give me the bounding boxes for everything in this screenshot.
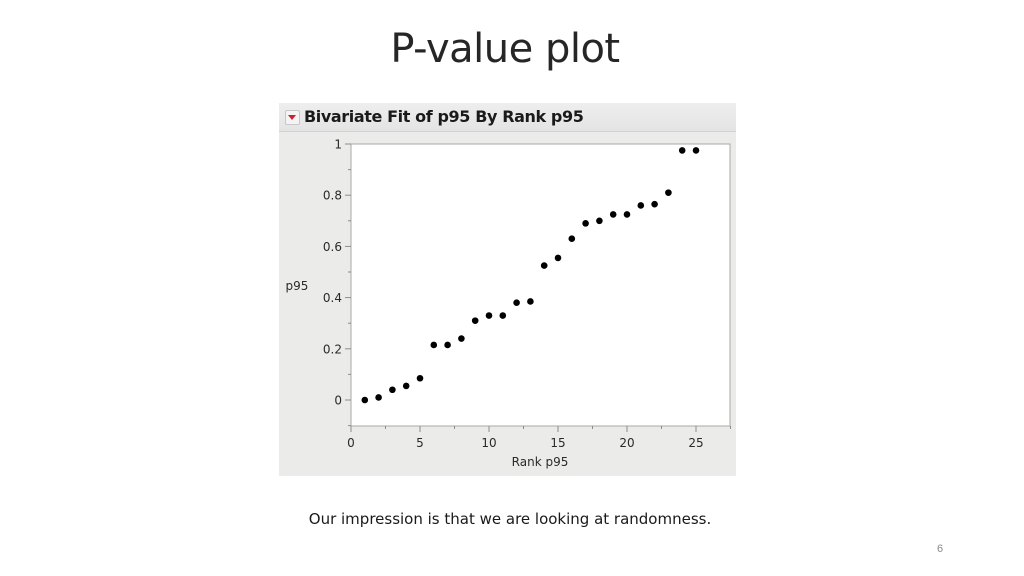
data-point xyxy=(471,317,479,324)
panel-title: Bivariate Fit of p95 By Rank p95 xyxy=(304,107,584,126)
page-number: 6 xyxy=(937,543,944,555)
data-point xyxy=(637,202,645,209)
data-point xyxy=(582,220,589,227)
data-point xyxy=(361,396,369,404)
y-tick-label: 0 xyxy=(334,394,342,408)
y-tick-label: 0.2 xyxy=(323,342,342,356)
data-point xyxy=(375,394,382,401)
data-point xyxy=(527,298,534,305)
y-tick-label: 0.4 xyxy=(323,291,342,305)
x-tick-label: 20 xyxy=(619,436,634,450)
red-triangle-menu-icon[interactable] xyxy=(285,110,300,125)
data-point xyxy=(485,312,493,319)
x-tick-label: 5 xyxy=(416,436,424,450)
data-point xyxy=(458,335,465,342)
data-point xyxy=(444,341,451,349)
data-point xyxy=(389,386,396,394)
data-point xyxy=(596,217,603,225)
data-point xyxy=(692,147,700,154)
data-point xyxy=(651,200,658,208)
data-point xyxy=(499,312,507,319)
slide-caption: Our impression is that we are looking at… xyxy=(308,510,712,528)
panel-header: Bivariate Fit of p95 By Rank p95 xyxy=(279,103,736,132)
y-axis-label: p95 xyxy=(286,279,309,293)
data-point xyxy=(554,254,562,262)
x-tick-label: 25 xyxy=(688,436,703,450)
x-axis-label: Rank p95 xyxy=(512,455,569,469)
data-point xyxy=(540,262,548,269)
slide-title: P-value plot xyxy=(390,26,620,72)
data-point xyxy=(430,341,438,349)
x-tick-label: 0 xyxy=(347,436,355,450)
x-tick-label: 15 xyxy=(550,436,565,450)
data-point xyxy=(513,299,520,307)
data-point xyxy=(568,235,576,243)
plot-frame xyxy=(350,143,731,427)
y-tick-label: 0.8 xyxy=(323,189,342,203)
data-point xyxy=(609,211,617,218)
bivariate-fit-panel: Bivariate Fit of p95 By Rank p95 0 0.2 0.4… xyxy=(279,103,736,476)
y-tick-label: 1 xyxy=(334,138,342,152)
data-point xyxy=(402,382,410,390)
data-point xyxy=(623,211,631,218)
data-point xyxy=(665,189,672,196)
x-tick-label: 10 xyxy=(481,436,496,450)
y-tick-label: 0.6 xyxy=(323,240,342,254)
data-point xyxy=(678,147,686,154)
data-point xyxy=(416,374,424,382)
